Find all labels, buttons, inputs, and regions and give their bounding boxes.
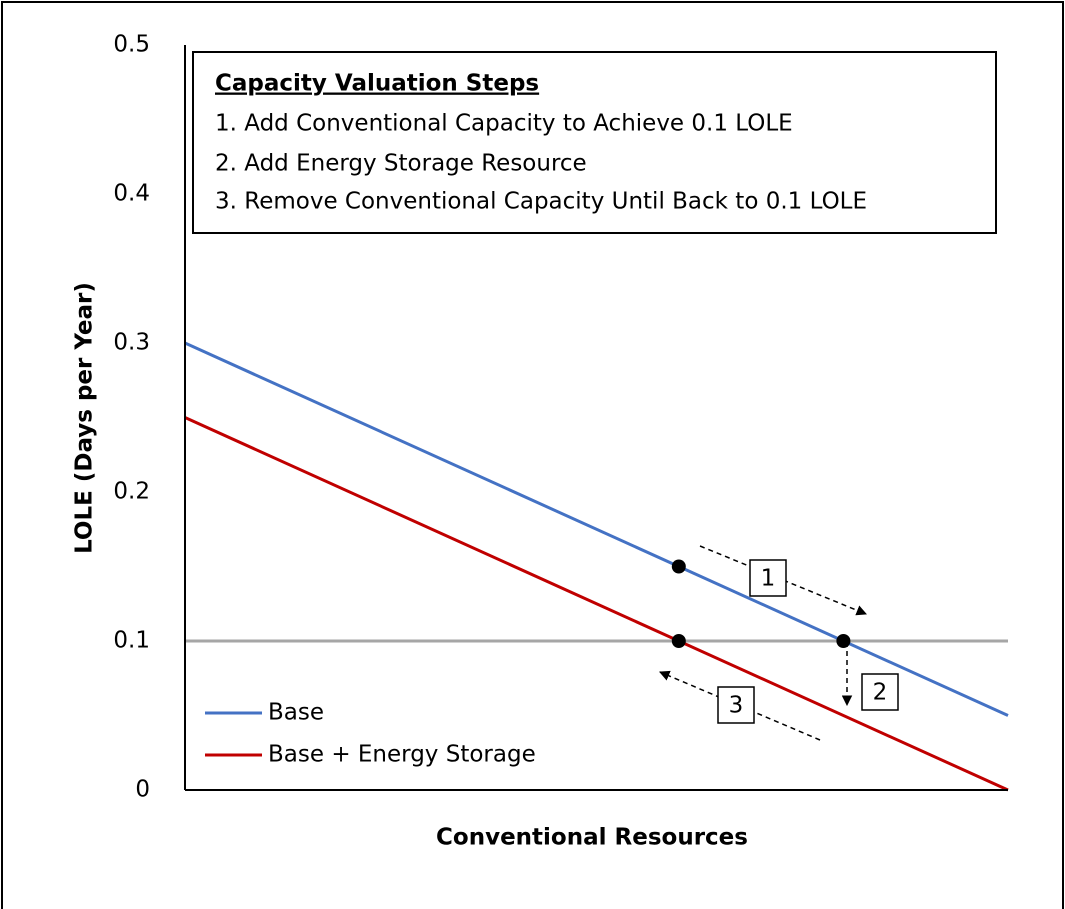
info-line: 3. Remove Conventional Capacity Until Ba… — [215, 189, 867, 215]
point — [671, 634, 686, 648]
info-box-border — [192, 51, 997, 234]
info-box: Capacity Valuation Steps 1. Add Conventi… — [192, 51, 997, 234]
info-title: Capacity Valuation Steps — [215, 71, 539, 97]
x-axis-label: Conventional Resources — [436, 825, 748, 851]
y-axis-label: LOLE (Days per Year) — [72, 282, 98, 554]
step-box — [749, 559, 787, 597]
legend-label: Base + Energy Storage — [268, 742, 536, 768]
step-arrow — [659, 670, 821, 741]
y-tick-label: 0.2 — [113, 479, 150, 505]
y-tick-label: 0.4 — [113, 181, 150, 207]
legend-label: Base — [268, 700, 324, 726]
plot-area — [184, 341, 1009, 792]
step-arrow — [699, 545, 867, 616]
step-label: 1 — [761, 566, 776, 592]
step-box — [717, 686, 755, 724]
series-line — [184, 416, 1009, 792]
y-tick-label: 0 — [135, 777, 150, 803]
info-line: 2. Add Energy Storage Resource — [215, 151, 587, 177]
y-tick-label: 0.1 — [113, 628, 150, 654]
step-box — [861, 673, 899, 711]
y-tick-label: 0.3 — [113, 330, 150, 356]
point — [836, 634, 851, 648]
point — [671, 559, 686, 574]
step-label: 3 — [729, 693, 744, 719]
info-line: 1. Add Conventional Capacity to Achieve … — [215, 111, 793, 137]
step-arrows — [659, 545, 867, 741]
series-line — [184, 341, 1009, 717]
y-tick-label: 0.5 — [113, 32, 150, 58]
step-label: 2 — [873, 680, 888, 706]
